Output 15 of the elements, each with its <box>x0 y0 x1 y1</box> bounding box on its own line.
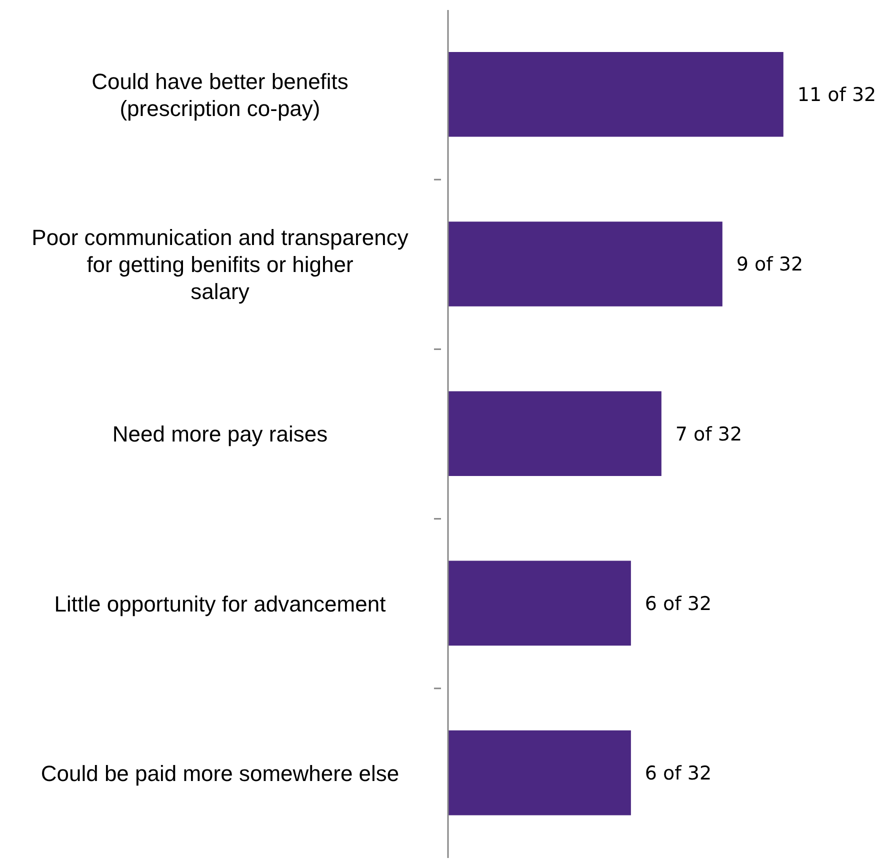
data-label: 6 of 32 <box>644 592 712 615</box>
y-tick-label: Could be paid more somewhere else <box>40 760 400 786</box>
bar <box>448 560 631 646</box>
bar <box>448 52 784 137</box>
y-tick-label: Could have better benefits (prescription co-pay) <box>92 69 348 121</box>
y-tick-label: Poor communication and transparency for getting benifits or higher salary <box>32 225 408 304</box>
bar <box>448 730 631 816</box>
data-label: 11 of 32 <box>797 84 876 106</box>
data-label: 9 of 32 <box>736 254 804 276</box>
bar <box>448 222 722 306</box>
data-label: 6 of 32 <box>644 762 712 785</box>
y-tick-label: Need more pay raises <box>112 422 328 447</box>
bar <box>448 391 662 476</box>
data-label: 7 of 32 <box>675 423 742 446</box>
y-tick-label: Little opportunity for advancement <box>54 591 386 616</box>
